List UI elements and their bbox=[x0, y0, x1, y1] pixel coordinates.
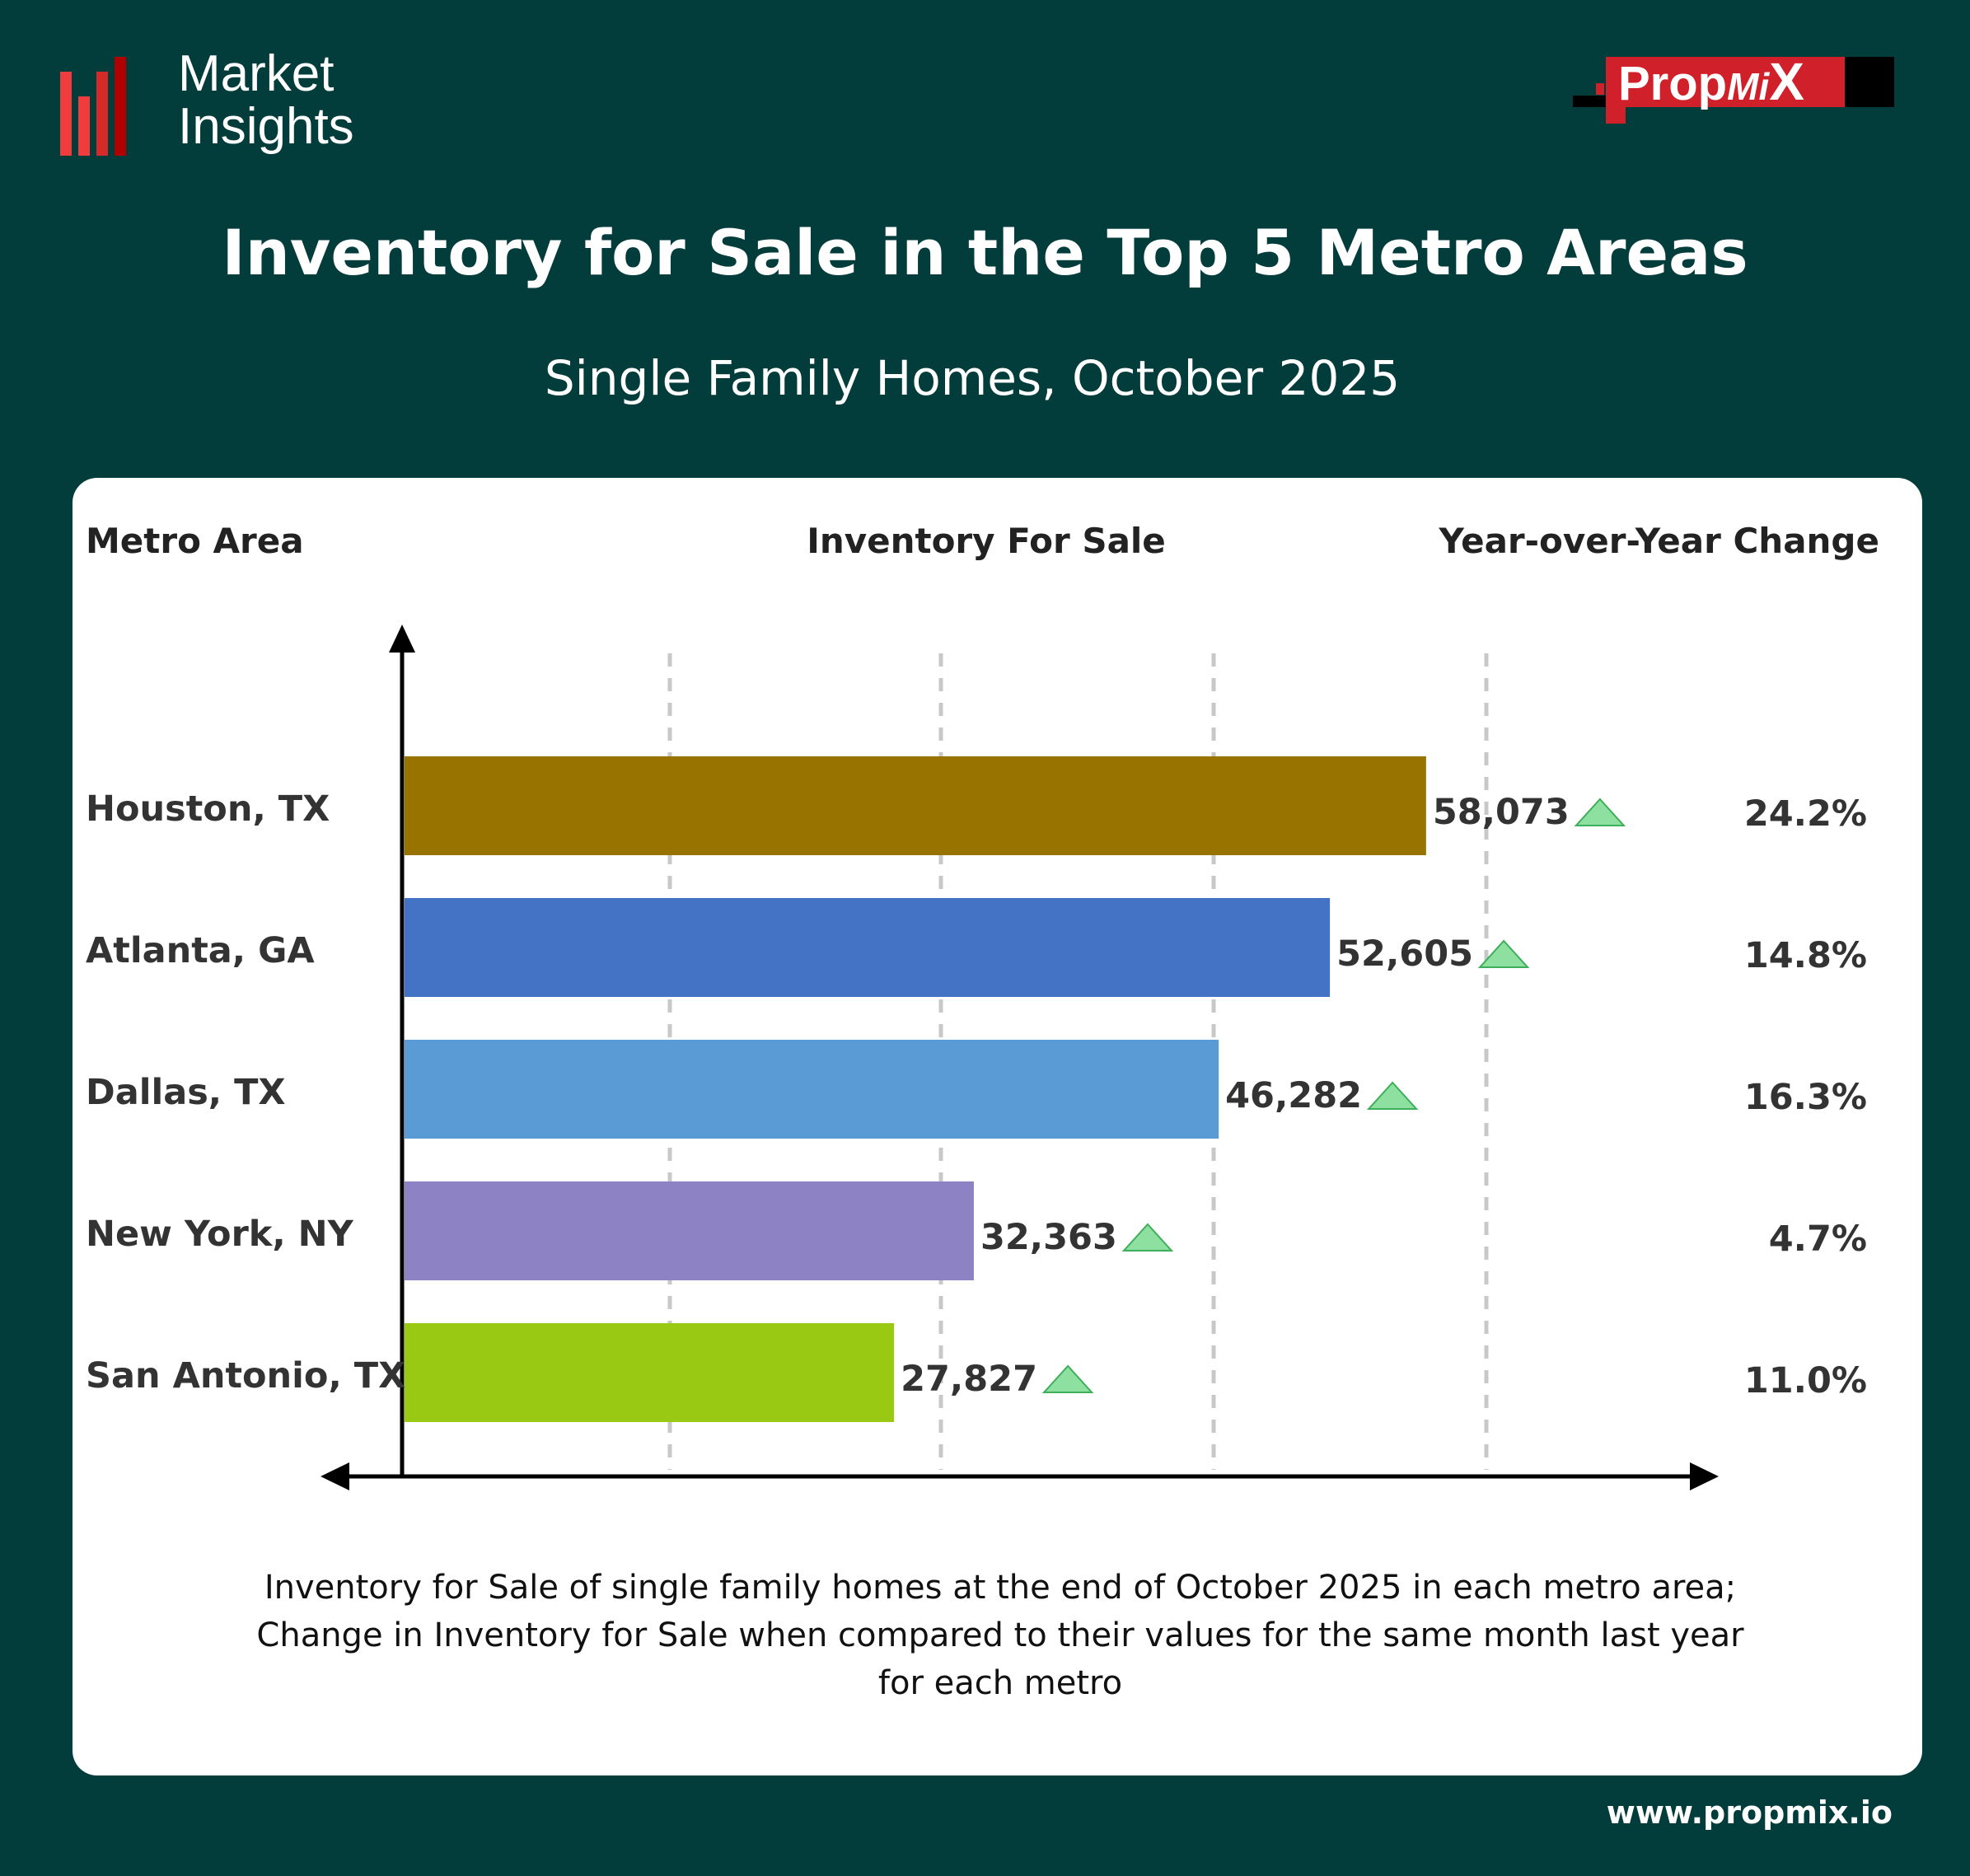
chart-caption: Inventory for Sale of single family home… bbox=[165, 1564, 1836, 1707]
trend-up-icon bbox=[1366, 1081, 1419, 1110]
chart-title: Inventory for Sale in the Top 5 Metro Ar… bbox=[222, 216, 1748, 289]
svg-text:PropMiX: PropMiX bbox=[1618, 52, 1804, 111]
chart-subtitle: Single Family Homes, October 2025 bbox=[544, 350, 1401, 406]
propmix-logo: PropMiX bbox=[1573, 52, 1894, 124]
yoy-value: 4.7% bbox=[1768, 1219, 1867, 1260]
caption-line: for each metro bbox=[877, 1664, 1123, 1702]
metro-label: New York, NY bbox=[86, 1214, 353, 1255]
value-label: 58,073 bbox=[1432, 792, 1570, 833]
caption-line: Change in Inventory for Sale when compar… bbox=[256, 1616, 1744, 1654]
metro-label: Houston, TX bbox=[86, 788, 330, 830]
x-axis-left-arrow-icon bbox=[321, 1462, 349, 1490]
trend-up-icon bbox=[1041, 1364, 1094, 1393]
yoy-value: 11.0% bbox=[1743, 1360, 1867, 1401]
yoy-header: Year-over-Year Change bbox=[1439, 521, 1879, 561]
value-label: 52,605 bbox=[1336, 933, 1474, 975]
value-label: 32,363 bbox=[980, 1217, 1117, 1258]
metro-label: Dallas, TX bbox=[86, 1072, 286, 1113]
caption-line: Inventory for Sale of single family home… bbox=[264, 1569, 1737, 1607]
bar bbox=[405, 1181, 974, 1280]
metro-label: San Antonio, TX bbox=[86, 1355, 406, 1396]
bar bbox=[405, 1040, 1219, 1139]
value-label: 27,827 bbox=[901, 1359, 1038, 1400]
trend-up-icon bbox=[1121, 1223, 1174, 1251]
yoy-value: 24.2% bbox=[1743, 793, 1867, 835]
logo-line-1: Market bbox=[178, 45, 335, 102]
metro-label: Atlanta, GA bbox=[86, 930, 315, 971]
yoy-value: 14.8% bbox=[1743, 935, 1867, 976]
inventory-header: Inventory For Sale bbox=[807, 521, 1166, 561]
bar bbox=[405, 756, 1426, 855]
x-axis-right-arrow-icon bbox=[1690, 1462, 1719, 1490]
market-insights-logo-icon bbox=[60, 57, 126, 156]
market-insights-logo-text: Market Insights bbox=[178, 48, 354, 153]
yoy-value: 16.3% bbox=[1743, 1077, 1867, 1118]
value-label: 46,282 bbox=[1225, 1075, 1363, 1116]
trend-up-icon bbox=[1574, 798, 1626, 826]
metro-area-header: Metro Area bbox=[86, 521, 304, 561]
bar bbox=[405, 898, 1331, 997]
y-axis-arrow-icon bbox=[389, 625, 415, 653]
logo-line-2: Insights bbox=[178, 98, 354, 155]
bar bbox=[405, 1323, 895, 1422]
trend-up-icon bbox=[1477, 939, 1530, 968]
website-url[interactable]: www.propmix.io bbox=[1606, 1794, 1893, 1831]
